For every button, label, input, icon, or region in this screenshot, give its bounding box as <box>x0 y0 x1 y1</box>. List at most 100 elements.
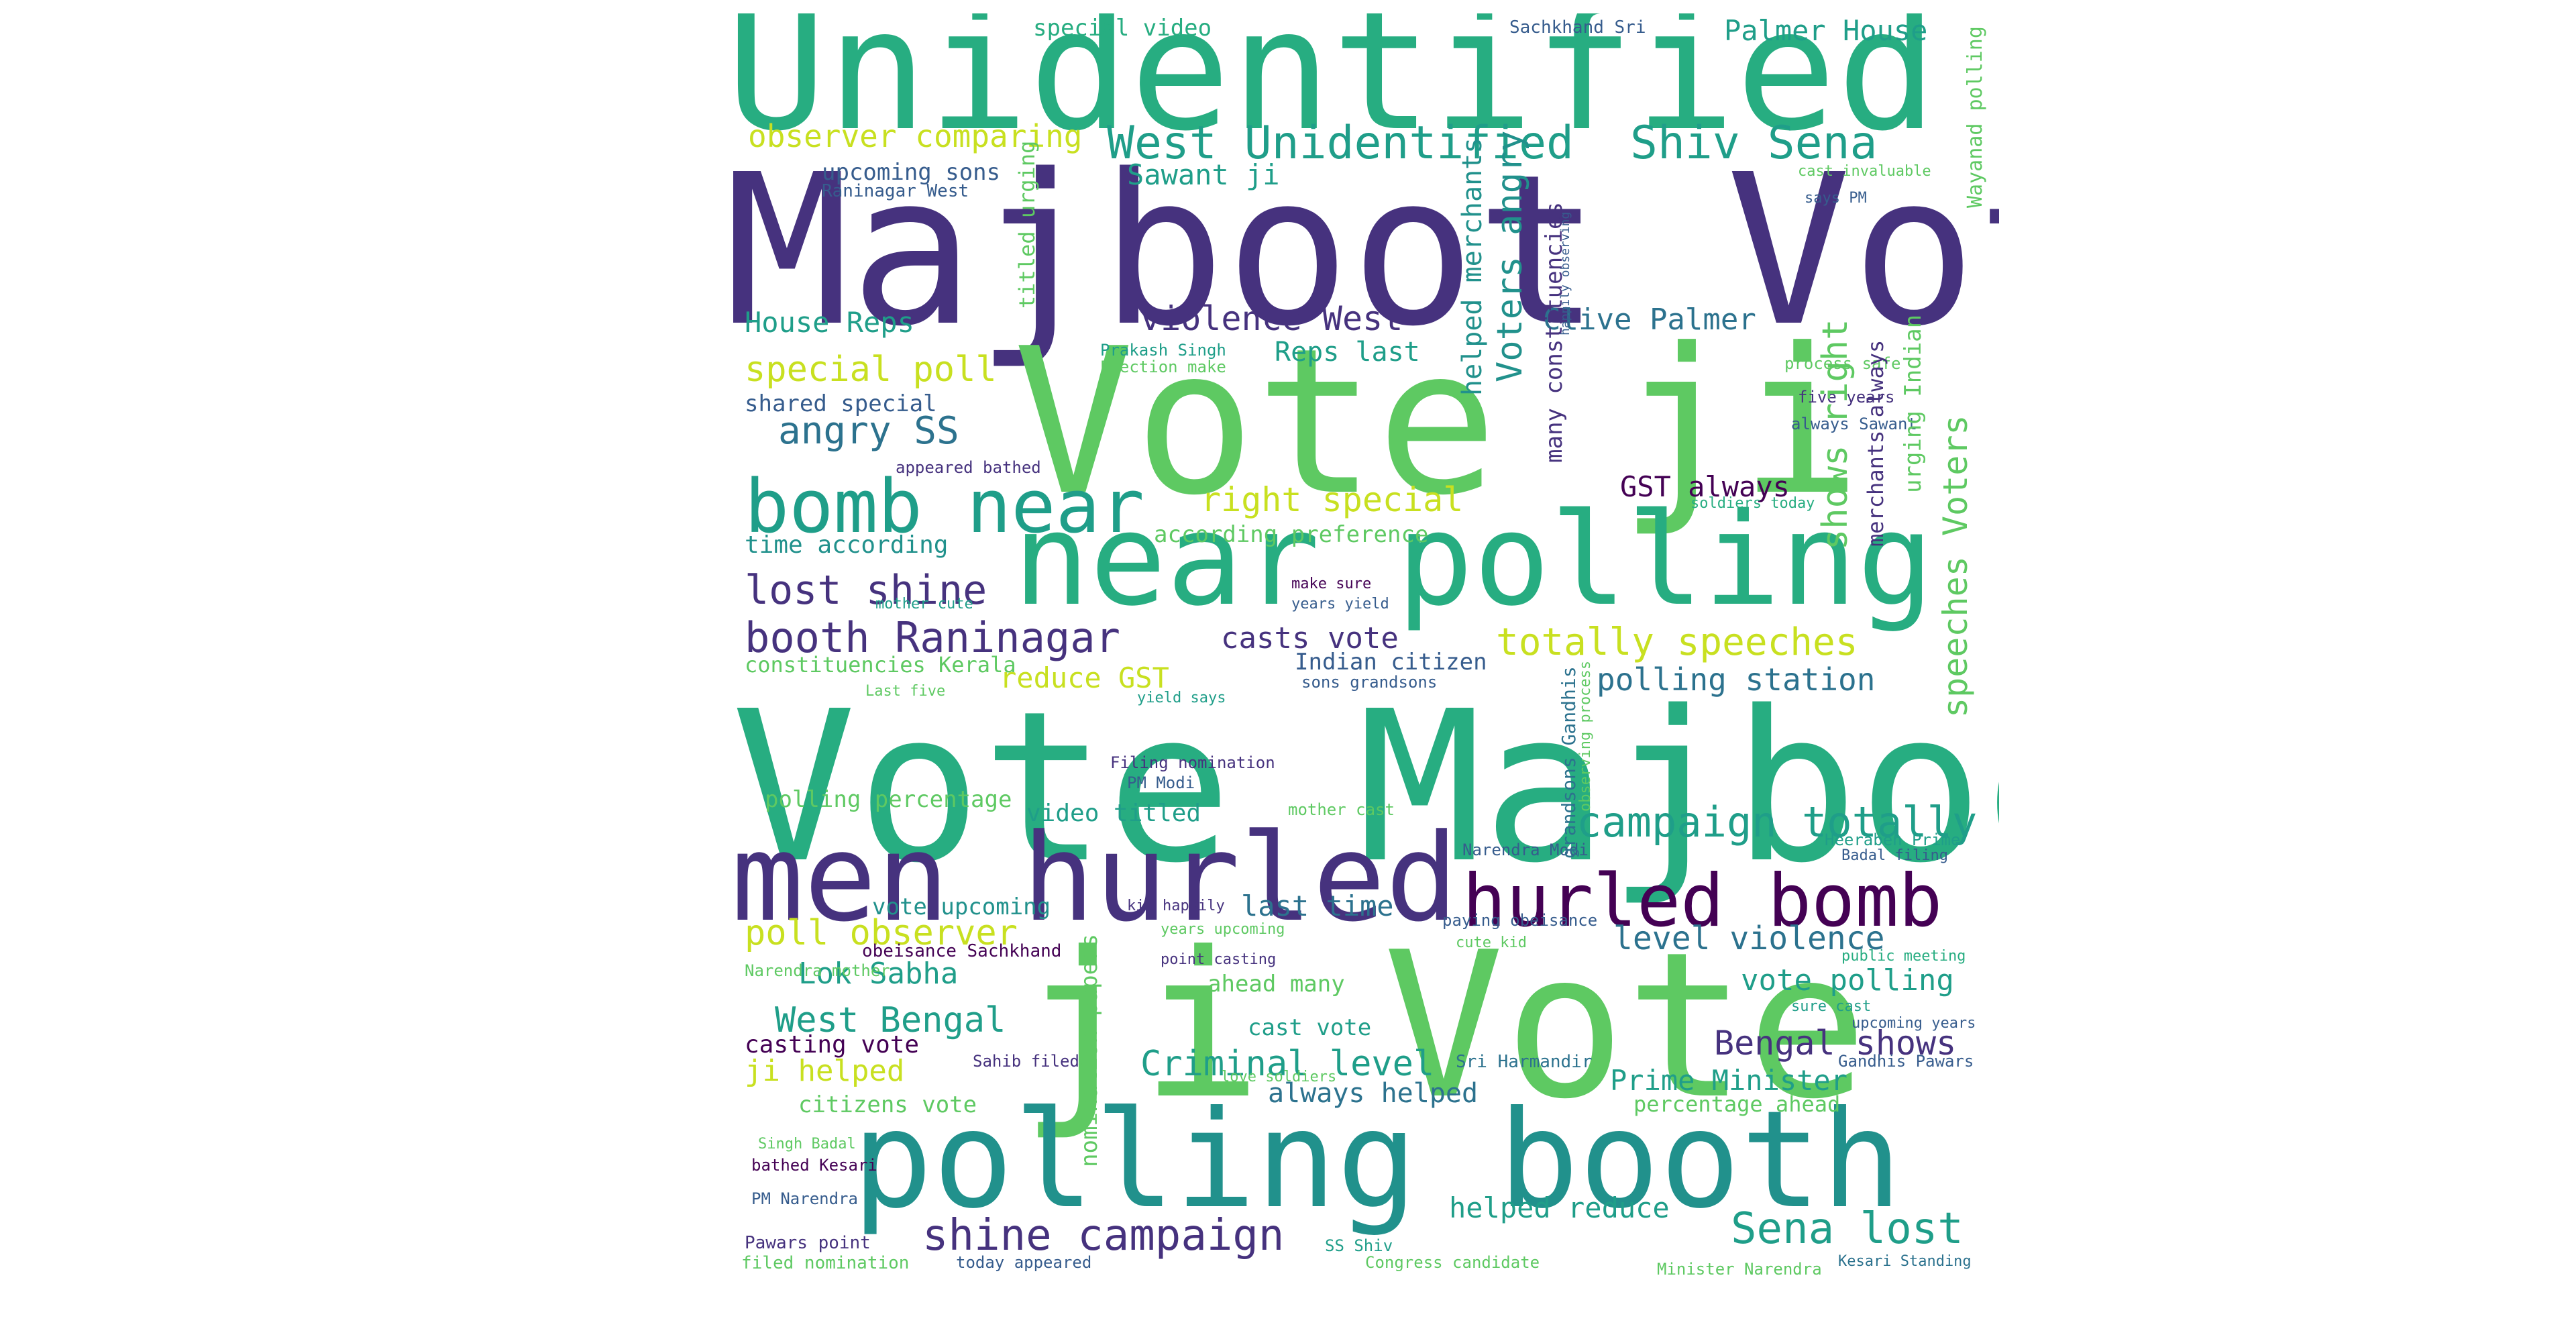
word-reps-last: Reps last <box>1275 337 1420 368</box>
word-polling-booth: polling booth <box>852 1082 1902 1238</box>
word-booth-raninagar: booth Raninagar <box>745 613 1120 662</box>
word-ji-helped: ji helped <box>745 1054 905 1088</box>
word-helped-reduce: helped reduce <box>1449 1191 1670 1224</box>
word-prime-minister: Prime Minister <box>1610 1064 1848 1097</box>
word-shine-campaign: shine campaign <box>922 1211 1285 1260</box>
word-voters-angry: Voters angry <box>1490 130 1530 382</box>
word-mother-cast: mother cast <box>1288 800 1395 819</box>
word-vote-majboot: Vote Majboot <box>731 667 1999 909</box>
word-sure-cast: sure cast <box>1791 998 1872 1015</box>
word-west-unidentified: West Unidentified <box>1107 117 1574 170</box>
word-cute-kid: cute kid <box>1456 934 1527 951</box>
word-vote-ji: Vote ji <box>1013 305 1862 539</box>
word-narendra-mother: Narendra mother <box>745 961 890 980</box>
word-today-appeared: today appeared <box>956 1253 1092 1272</box>
word-palmer-house: Palmer House <box>1724 14 1928 47</box>
word-urging-indian: urging Indian <box>1900 314 1927 493</box>
word-kesari-standing: Kesari Standing <box>1838 1253 1972 1270</box>
word-upcoming-years: upcoming years <box>1851 1015 1976 1032</box>
word-years-yield: years yield <box>1291 596 1389 612</box>
word-congress-candidate: Congress candidate <box>1365 1253 1540 1272</box>
word-shiv-sena: Shiv Sena <box>1630 117 1878 170</box>
word-shows-right: shows right <box>1815 319 1856 550</box>
word-level-violence: level violence <box>1613 920 1885 957</box>
word-singh-badal: Singh Badal <box>758 1136 856 1152</box>
word-filing-nomination: Filing nomination <box>1110 753 1275 772</box>
word-narendra-modi: Narendra Modi <box>1462 841 1589 859</box>
word-clive-palmer: Clive Palmer <box>1543 303 1756 337</box>
word-violence-west: violence West <box>1140 299 1403 338</box>
word-bomb-near: bomb near <box>745 464 1145 549</box>
word-yield-says: yield says <box>1137 690 1226 706</box>
word-says-pm: says PM <box>1805 190 1867 207</box>
word-make-sure: make sure <box>1291 576 1372 592</box>
word-always-helped: always helped <box>1268 1078 1479 1109</box>
word-cast-invaluable: cast invaluable <box>1798 163 1931 180</box>
word-ss-shiv: SS Shiv <box>1325 1236 1393 1255</box>
word-polling-station: polling station <box>1597 661 1876 698</box>
word-percentage-ahead: percentage ahead <box>1633 1091 1841 1117</box>
word-appeared-bathed: appeared bathed <box>896 458 1041 477</box>
word-constituencies-kerala: constituencies Kerala <box>745 652 1016 678</box>
word-ahead-many: ahead many <box>1208 971 1345 998</box>
word-polling-percentage: polling percentage <box>765 786 1012 813</box>
word-pm-modi: PM Modi <box>1127 773 1195 792</box>
word-casts-vote: casts vote <box>1221 621 1399 655</box>
word-minister-narendra: Minister Narendra <box>1657 1260 1822 1279</box>
word-totally-speeches: totally speeches <box>1496 621 1858 664</box>
word-sahib-filed: Sahib filed <box>973 1052 1079 1071</box>
word-happily-observing: happily observing <box>1558 211 1572 335</box>
word-speeches-voters: speeches Voters <box>1936 415 1975 718</box>
word-kid-happily: kid happily <box>1127 898 1225 914</box>
word-always-sawant: always Sawant <box>1791 415 1917 433</box>
word-filed-nomination: filed nomination <box>741 1253 910 1273</box>
word-video-titled: video titled <box>1026 800 1201 827</box>
word-right-special: right special <box>1201 480 1464 519</box>
word-poll-observer: poll observer <box>745 913 1018 953</box>
word-angry-ss: angry SS <box>778 409 959 453</box>
word-campaign-totally: campaign totally <box>1576 798 1978 847</box>
word-reduce-gst: reduce GST <box>1000 661 1169 694</box>
word-pawars-point: Pawars point <box>745 1233 871 1253</box>
word-public-meeting: public meeting <box>1841 948 1966 965</box>
word-indian-citizen: Indian citizen <box>1295 649 1487 676</box>
word-heeraben-prime: Heeraben Prime <box>1825 830 1961 849</box>
word-bengal-shows: Bengal shows <box>1714 1024 1957 1063</box>
word-bathed-kesari: bathed Kesari <box>751 1156 877 1175</box>
word-pm-narendra: PM Narendra <box>751 1189 858 1208</box>
word-wayanad-polling: Wayanad polling <box>1964 26 1987 208</box>
word-upcoming-sons: upcoming sons <box>822 159 1001 186</box>
word-according-preference: according preference <box>1154 521 1429 548</box>
word-last-time: last time <box>1241 890 1394 922</box>
word-raninagar-west: Raninagar West <box>822 181 969 201</box>
word-observer-comparing: observer comparing <box>748 118 1083 154</box>
word-sons-grandsons: sons grandsons <box>1301 673 1438 692</box>
word-love-soldiers: love soldiers <box>1221 1069 1337 1085</box>
word-criminal-level: Criminal level <box>1140 1044 1435 1084</box>
word-time-according: time according <box>745 531 949 559</box>
word-hurled-bomb: hurled bomb <box>1462 859 1943 943</box>
word-merchants-always: merchants always <box>1863 339 1888 547</box>
word-five-years: five years <box>1798 388 1895 407</box>
word-obeisance-sachkhand: obeisance Sachkhand <box>862 941 1062 961</box>
word-point-casting: point casting <box>1161 951 1277 968</box>
word-sri-harmandir: Sri Harmandir <box>1456 1052 1593 1072</box>
word-casting-vote: casting vote <box>745 1031 920 1059</box>
word-west-bengal: West Bengal <box>775 1000 1006 1040</box>
word-nomination-papers: nomination papers <box>1076 934 1103 1167</box>
word-paying-obeisance: paying obeisance <box>1442 911 1598 930</box>
word-process-safe: process safe <box>1784 354 1901 373</box>
word-special-video: special video <box>1033 15 1212 42</box>
word-sawant-ji: Sawant ji <box>1127 158 1280 191</box>
word-last-five: Last five <box>865 683 946 700</box>
word-election-make: Election make <box>1100 358 1226 376</box>
word-citizens-vote: citizens vote <box>798 1091 977 1118</box>
word-unidentified-men: Unidentified men <box>726 13 1999 168</box>
word-lok-sabha: Lok Sabha <box>798 957 959 991</box>
word-grandsons-gandhis: grandsons Gandhis <box>1558 666 1580 859</box>
word-sachkhand-sri: Sachkhand Sri <box>1509 17 1646 38</box>
word-house-reps: House Reps <box>745 306 914 339</box>
word-lost-shine: lost shine <box>745 567 987 614</box>
word-gst-always: GST always <box>1620 470 1790 503</box>
word-gandhis-pawars: Gandhis Pawars <box>1838 1052 1974 1071</box>
